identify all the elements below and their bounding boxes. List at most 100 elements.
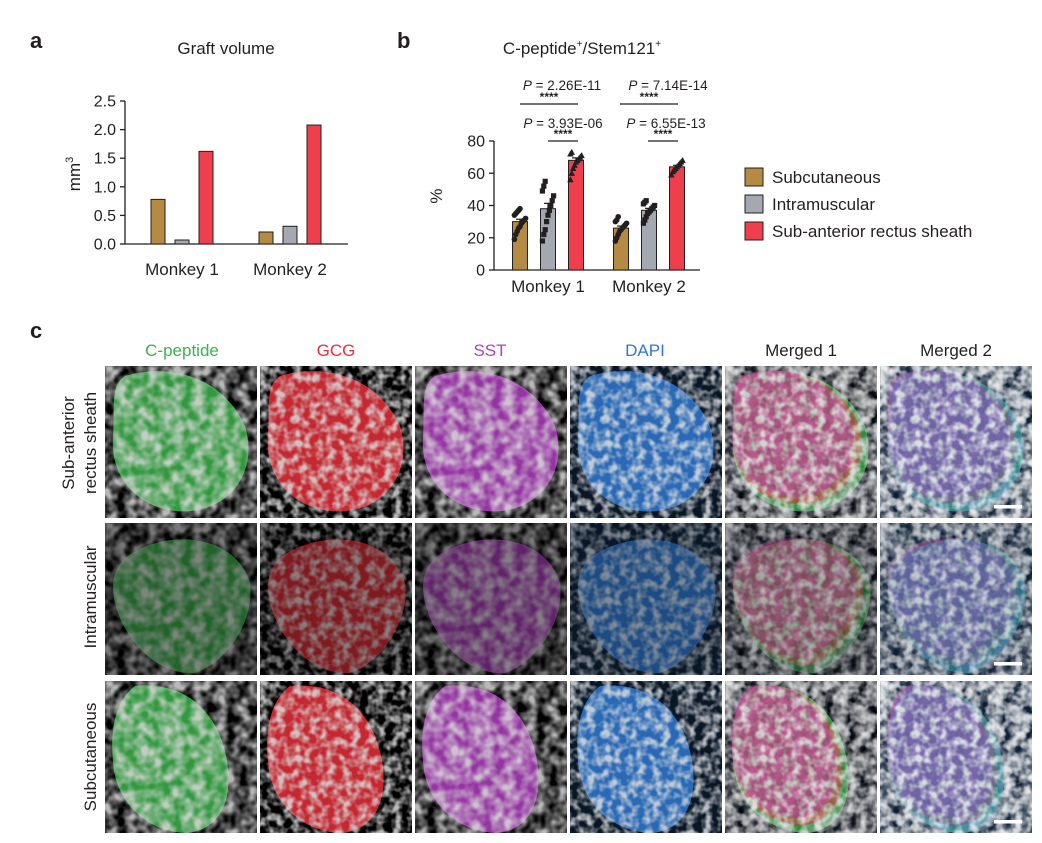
scale-bar [994, 820, 1022, 824]
chart-b-ytick-label: 0 [476, 263, 485, 280]
data-point-intramuscular-monkey-2 [652, 202, 658, 209]
scale-bar [994, 505, 1022, 509]
data-point-sub-anterior-monkey-1 [568, 169, 575, 176]
data-point-intramuscular-monkey-1 [541, 231, 547, 238]
data-point-intramuscular-monkey-2 [643, 214, 649, 220]
pvalue-m1-inner: P = 3.93E-06 [523, 116, 602, 131]
data-point-sub-anterior-monkey-1 [567, 176, 574, 183]
legend-item-subcutaneous: Subcutaneous [744, 167, 881, 187]
row-header-intramuscular: Intramuscular [81, 545, 100, 648]
chart-b-points [511, 148, 686, 244]
legend: Subcutaneous Intramuscular Sub-anterior … [744, 167, 972, 241]
stars-m2-inner: **** [654, 127, 673, 141]
data-point-intramuscular-monkey-1 [551, 193, 557, 199]
micrograph-intramuscular-dapi [570, 523, 722, 675]
micrograph-subcutaneous-sst [415, 681, 567, 833]
bar-a-intramuscular-monkey-2 [282, 225, 298, 245]
data-point-subcutaneous-monkey-1 [522, 215, 529, 222]
data-point-intramuscular-monkey-1 [548, 202, 554, 209]
micrograph-subcutaneous-c-peptide [105, 681, 257, 833]
chart-a-categories: Monkey 1 Monkey 2 [145, 260, 327, 279]
chart-a-ylabel-unit: mm [65, 163, 84, 191]
chart-c-peptide-stem121: C-peptide+/Stem121+ % 0 20 40 60 80 Monkey 1… [427, 39, 708, 296]
data-point-sub-anterior-monkey-1 [568, 148, 575, 155]
chart-a-ytick-label: 2.0 [94, 122, 116, 139]
significance-annotations: P = 2.26E-11 **** P = 3.93E-06 **** P = … [520, 78, 708, 142]
bar-b-sub-anterior-monkey-1 [568, 159, 584, 271]
panel-c-label: c [30, 318, 42, 343]
micrograph-subcutaneous-merged-1 [725, 681, 877, 833]
chart-a-ylabel: mm3 [64, 157, 84, 191]
bar-b-sub-anterior-monkey-2 [669, 166, 685, 271]
chart-b-category-label: Monkey 2 [612, 277, 686, 296]
chart-b-title: C-peptide+/Stem121+ [503, 39, 661, 58]
data-point-intramuscular-monkey-1 [545, 212, 551, 218]
col-header-merged-2: Merged 2 [920, 341, 992, 360]
data-point-subcutaneous-monkey-2 [623, 220, 630, 227]
micrograph-sub-anterior-dapi [570, 366, 722, 518]
chart-a-ytick-label: 0.5 [94, 208, 116, 225]
row-header-sub-anterior-line2: rectus sheath [81, 392, 100, 494]
data-point-intramuscular-monkey-1 [542, 178, 548, 184]
micrograph-intramuscular-merged-2 [880, 523, 1032, 675]
chart-b-ytick-label: 60 [467, 166, 485, 183]
stars-m2-outer: **** [640, 90, 659, 104]
legend-swatch-sub-anterior [744, 221, 764, 241]
chart-b-title-mid: /Stem121 [582, 39, 655, 58]
micrograph-subcutaneous-gcg [260, 681, 412, 833]
micrograph-intramuscular-c-peptide [105, 523, 257, 675]
legend-item-sub-anterior: Sub-anterior rectus sheath [744, 221, 972, 241]
data-point-intramuscular-monkey-1 [546, 207, 552, 213]
row-header-subcutaneous: Subcutaneous [81, 703, 100, 812]
data-point-sub-anterior-monkey-1 [578, 152, 585, 159]
chart-a-title: Graft volume [177, 39, 274, 58]
chart-a-ytick-label: 1.5 [94, 151, 116, 168]
chart-b-categories: Monkey 1 Monkey 2 [511, 277, 686, 296]
data-point-sub-anterior-monkey-1 [571, 161, 578, 168]
chart-a-ytick-label: 1.0 [94, 179, 116, 196]
micrograph-intramuscular-sst [415, 523, 567, 675]
chart-b-ylabel: % [427, 188, 446, 203]
bar-a-sub-anterior-monkey-2 [306, 124, 322, 245]
micrograph-subcutaneous-dapi [570, 681, 722, 833]
chart-b-category-label: Monkey 1 [511, 277, 585, 296]
chart-b-ytick-label: 40 [467, 198, 485, 215]
micrograph-grid [105, 366, 1032, 833]
legend-swatch-subcutaneous [744, 167, 764, 187]
data-point-sub-anterior-monkey-2 [679, 156, 686, 163]
col-header-sst: SST [473, 341, 506, 360]
chart-b-title-main: C-peptide [503, 39, 577, 58]
chart-b-ytick-label: 80 [467, 134, 485, 151]
data-point-subcutaneous-monkey-1 [517, 205, 523, 212]
micrograph-sub-anterior-gcg [260, 366, 412, 518]
micrograph-intramuscular-gcg [260, 523, 412, 675]
data-point-intramuscular-monkey-2 [642, 217, 648, 223]
pvalue-m2-outer: P = 7.14E-14 [628, 78, 708, 93]
micrograph-intramuscular-merged-1 [725, 523, 877, 675]
panel-b-label: b [397, 28, 410, 53]
row-header-sub-anterior-line1: Sub-anterior [59, 396, 78, 490]
data-point-subcutaneous-monkey-1 [511, 236, 518, 243]
data-point-intramuscular-monkey-2 [643, 198, 649, 204]
chart-a-ytick-label: 2.5 [94, 94, 116, 111]
pvalue-m2-inner: P = 6.55E-13 [626, 116, 705, 131]
data-point-sub-anterior-monkey-1 [570, 165, 577, 172]
chart-a-category-label: Monkey 1 [145, 260, 219, 279]
data-point-intramuscular-monkey-1 [539, 188, 545, 194]
micrograph-sub-anterior-c-peptide [105, 366, 257, 518]
col-header-c-peptide: C-peptide [145, 341, 219, 360]
chart-b-ytick-label: 20 [467, 230, 485, 247]
data-point-intramuscular-monkey-1 [541, 183, 547, 189]
legend-label-subcutaneous: Subcutaneous [772, 168, 881, 187]
chart-graft-volume: Graft volume mm3 0.0 0.5 1.0 1.5 2.0 2.5 Monk… [64, 39, 348, 279]
row-headers: Sub-anterior rectus sheath Intramuscular… [59, 392, 100, 811]
stars-m1-inner: **** [554, 127, 573, 141]
chart-a-bars [150, 124, 322, 245]
panel-a-label: a [30, 28, 43, 53]
micrograph-subcutaneous-merged-2 [880, 681, 1032, 833]
data-point-intramuscular-monkey-1 [542, 227, 548, 233]
chart-b-tick-labels: 0 20 40 60 80 [467, 134, 485, 280]
column-headers: C-peptide GCG SST DAPI Merged 1 Merged 2 [145, 341, 992, 360]
data-point-intramuscular-monkey-2 [640, 220, 646, 226]
